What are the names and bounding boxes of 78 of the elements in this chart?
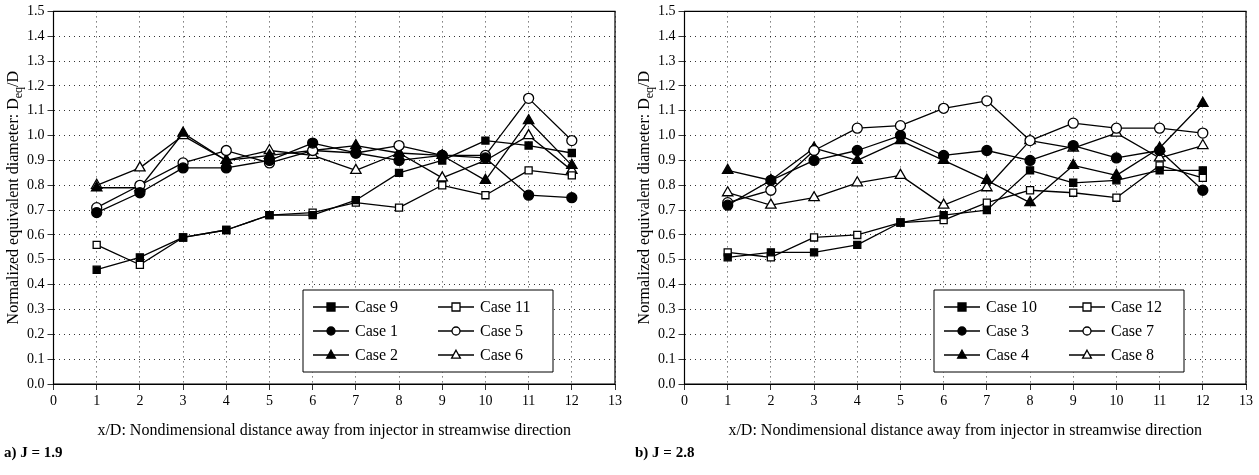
x-tick-label: 10 [478, 393, 493, 409]
y-tick-label: 0.0 [27, 375, 45, 391]
x-tick-label: 6 [940, 393, 948, 409]
y-tick-label: 0.3 [658, 301, 676, 317]
x-tick-label: 7 [352, 393, 360, 409]
x-tick-label: 3 [179, 393, 187, 409]
x-tick-label: 11 [1152, 393, 1167, 409]
x-tick-label: 9 [438, 393, 446, 409]
legend-label: Case 2 [355, 346, 399, 364]
y-tick-label: 1.0 [658, 127, 676, 143]
legend-label: Case 7 [1111, 322, 1155, 340]
legend-label: Case 9 [355, 298, 399, 316]
x-tick-label: 8 [1026, 393, 1034, 409]
y-tick-label: 1.1 [27, 102, 45, 118]
x-tick-label: 2 [767, 393, 775, 409]
y-tick-label: 0.4 [658, 276, 676, 292]
x-tick-label: 4 [222, 393, 230, 409]
y-tick-label: 0.5 [658, 251, 676, 267]
y-tick-label: 1.0 [27, 127, 45, 143]
x-tick-label: 1 [724, 393, 732, 409]
y-tick-label: 0.7 [658, 201, 676, 217]
legend-label: Case 5 [480, 322, 524, 340]
x-axis-title: x/D: Nondimensional distance away from injector in streamwise direction [728, 420, 1203, 439]
x-tick-label: 13 [608, 393, 622, 409]
x-tick-label: 11 [521, 393, 536, 409]
legend-label: Case 1 [355, 322, 399, 340]
legend-label: Case 6 [480, 346, 524, 364]
y-tick-label: 0.4 [27, 276, 45, 292]
x-tick-label: 10 [1109, 393, 1124, 409]
x-tick-label: 2 [136, 393, 144, 409]
y-tick-label: 0.6 [658, 226, 676, 242]
y-tick-label: 0.2 [658, 325, 676, 341]
y-tick-label: 0.6 [27, 226, 45, 242]
x-tick-label: 5 [265, 393, 273, 409]
y-tick-label: 1.4 [658, 27, 676, 43]
y-tick-label: 0.8 [658, 176, 676, 192]
y-tick-label: 1.4 [27, 27, 45, 43]
y-tick-label: 1.2 [658, 77, 676, 93]
x-tick-label: 5 [896, 393, 904, 409]
x-axis-title: x/D: Nondimensional distance away from injector in streamwise direction [97, 420, 572, 439]
x-tick-label: 9 [1069, 393, 1077, 409]
x-tick-label: 13 [1239, 393, 1253, 409]
legend-label: Case 11 [480, 298, 531, 316]
legend-label: Case 10 [986, 298, 1038, 316]
y-tick-label: 0.2 [27, 325, 45, 341]
y-tick-label: 1.5 [27, 3, 45, 19]
legend-label: Case 12 [1111, 298, 1163, 316]
y-axis-title: Normalized equivalent diameter: Deq/D [635, 70, 657, 325]
x-tick-label: 3 [810, 393, 818, 409]
y-tick-label: 1.5 [658, 3, 676, 19]
y-tick-label: 1.1 [658, 102, 676, 118]
x-tick-label: 4 [853, 393, 861, 409]
y-tick-label: 0.3 [27, 301, 45, 317]
y-tick-label: 0.0 [658, 375, 676, 391]
y-axis-title: Normalized equivalent diameter: Deq/D [4, 70, 26, 325]
y-tick-label: 0.5 [27, 251, 45, 267]
y-tick-label: 0.9 [658, 152, 676, 168]
legend-label: Case 3 [986, 322, 1030, 340]
y-tick-label: 0.1 [27, 350, 45, 366]
legend-label: Case 4 [986, 346, 1030, 364]
y-tick-label: 0.1 [658, 350, 676, 366]
x-tick-label: 0 [681, 393, 688, 409]
text: b) J = 2.8 [634, 444, 696, 461]
x-tick-label: 6 [309, 393, 317, 409]
y-tick-label: 0.7 [27, 201, 45, 217]
x-tick-label: 12 [1195, 393, 1210, 409]
x-tick-label: 1 [93, 393, 101, 409]
y-tick-label: 1.2 [27, 77, 45, 93]
x-tick-label: 12 [564, 393, 579, 409]
x-tick-label: 7 [983, 393, 991, 409]
legend-label: Case 8 [1111, 346, 1155, 364]
x-tick-label: 0 [50, 393, 57, 409]
x-tick-label: 8 [395, 393, 403, 409]
y-tick-label: 1.3 [658, 52, 676, 68]
y-tick-label: 1.3 [27, 52, 45, 68]
y-tick-label: 0.9 [27, 152, 45, 168]
y-tick-label: 0.8 [27, 176, 45, 192]
text: a) J = 1.9 [3, 444, 64, 461]
